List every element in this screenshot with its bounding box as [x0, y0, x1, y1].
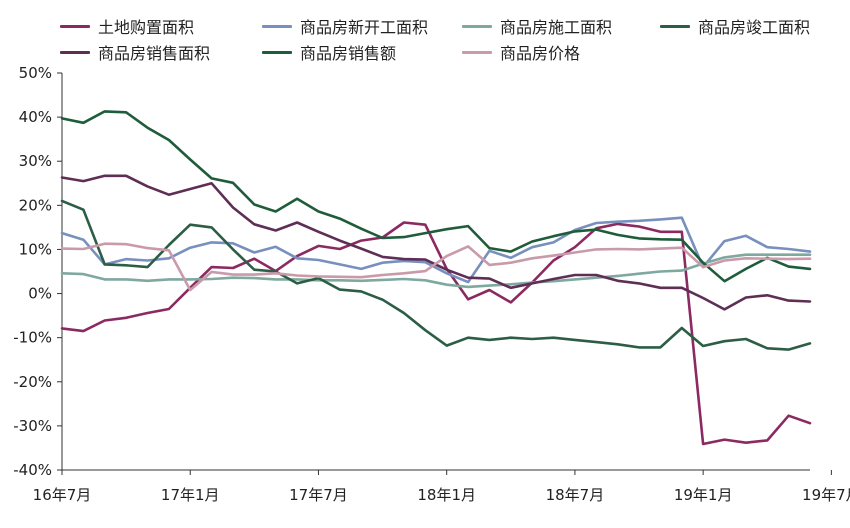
y-tick-label: 50% — [19, 64, 52, 82]
series-line-1 — [60, 221, 812, 446]
legend-item: 商品房销售额 — [262, 40, 396, 64]
legend-swatch — [60, 24, 90, 28]
series-line-2 — [60, 216, 812, 284]
y-tick-label: 30% — [19, 152, 52, 170]
legend-label: 商品房销售额 — [300, 44, 397, 63]
legend-item: 商品房销售面积 — [60, 40, 210, 64]
y-tick-label: -40% — [13, 461, 52, 479]
series-line-6 — [60, 110, 812, 283]
legend-swatch — [660, 24, 690, 28]
x-tick-label: 18年1月 — [417, 486, 476, 504]
y-tick-label: 10% — [19, 240, 52, 258]
series-line-3 — [60, 253, 812, 289]
legend-item: 商品房施工面积 — [462, 14, 612, 38]
legend-item: 商品房新开工面积 — [262, 14, 428, 38]
x-tick-label: 16年7月 — [33, 486, 92, 504]
series-line-4 — [60, 199, 812, 351]
legend-item: 商品房竣工面积 — [660, 14, 810, 38]
x-tick-label: 19年7月 — [802, 486, 850, 504]
legend-swatch — [262, 24, 292, 28]
legend-label: 商品房新开工面积 — [300, 18, 429, 37]
legend-swatch — [462, 50, 492, 54]
legend-item: 商品房价格 — [462, 40, 580, 64]
y-tick-label: 20% — [19, 196, 52, 214]
legend-label: 商品房销售面积 — [98, 44, 211, 63]
y-tick-label: -10% — [13, 329, 52, 347]
y-tick-label: -30% — [13, 417, 52, 435]
legend-swatch — [462, 24, 492, 28]
legend-label: 商品房施工面积 — [500, 18, 613, 37]
legend-swatch — [60, 50, 90, 54]
series-line-7 — [60, 242, 812, 292]
legend-label: 土地购置面积 — [98, 18, 195, 37]
legend-item: 土地购置面积 — [60, 14, 194, 38]
x-tick-label: 17年1月 — [161, 486, 220, 504]
legend-label: 商品房竣工面积 — [698, 18, 811, 37]
series-line-5 — [60, 174, 812, 311]
y-tick-label: -20% — [13, 373, 52, 391]
x-tick-label: 17年7月 — [289, 486, 348, 504]
x-tick-label: 18年7月 — [546, 486, 605, 504]
x-tick-label: 19年1月 — [674, 486, 733, 504]
y-tick-label: 0% — [28, 285, 52, 303]
legend-swatch — [262, 50, 292, 54]
y-tick-label: 40% — [19, 108, 52, 126]
legend-label: 商品房价格 — [500, 44, 581, 63]
